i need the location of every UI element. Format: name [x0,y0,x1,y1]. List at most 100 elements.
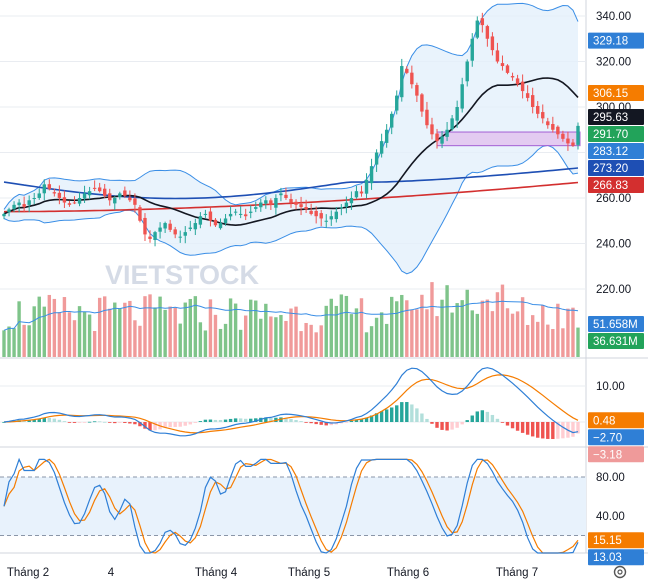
candle-body [274,198,278,208]
candle-body [153,232,157,241]
volume-bar [92,330,97,357]
volume-bar [249,299,253,357]
macd-histogram-bar [32,419,36,422]
candle-body [238,213,243,215]
volume-bar [22,324,26,357]
candle-body [143,217,147,235]
volume-bar [47,294,52,357]
macd-histogram-bar [576,422,580,434]
macd-histogram-bar [27,419,31,422]
price-tick-label: 240.00 [596,239,631,251]
candle-body [213,219,218,226]
macd-histogram-bar [299,421,303,422]
svg-text:15.15: 15.15 [593,535,622,547]
candle-body [2,213,6,217]
macd-pane [2,367,580,440]
settings-icon[interactable] [613,565,627,579]
svg-text:13.03: 13.03 [593,552,622,564]
volume-bar [515,311,520,357]
candle-body [87,191,92,196]
macd-histogram-bar [515,422,520,431]
bb-middle-tag: 306.15 [588,85,644,102]
volume-bar [37,296,41,357]
macd-histogram-bar [103,421,107,423]
candle-body [148,236,152,239]
x-tick-label: 4 [108,567,115,579]
volume-bar [344,295,349,357]
macd-histogram-bar [37,418,41,422]
candle-body [42,184,46,194]
macd-histogram-bar [173,422,177,427]
macd-histogram-bar [143,422,147,429]
stochastic-tick-label: 80.00 [596,472,625,484]
macd-histogram-bar [108,422,112,423]
volume-bar [158,296,162,357]
volume-bar [148,294,152,357]
candle-body [264,200,268,204]
candle-body [455,107,459,121]
macd-histogram-bar [405,402,409,422]
candle-body [77,198,82,204]
volume-bar [465,289,469,357]
candle-body [138,207,142,221]
macd-histogram-bar [113,422,117,424]
macd-histogram-bar [465,420,469,422]
macd-histogram-bar [314,422,318,425]
volume-bar [254,300,258,357]
volume-bar [208,299,213,357]
candle-body [299,204,303,208]
macd-histogram-bar [188,422,192,425]
macd-histogram-bar [445,422,449,431]
volume-bar [495,292,500,357]
macd-histogram-bar [455,422,459,428]
macd-histogram-bar [571,422,575,437]
candle-body [284,194,288,198]
volume-bar [329,298,333,357]
candle-body [92,187,97,189]
svg-text:273.20: 273.20 [593,163,628,175]
volume-bar [390,296,394,357]
candle-body [364,179,369,194]
volume-bar [218,328,223,357]
candle-body [515,78,520,85]
volume-bar [32,306,36,357]
volume-bar [561,328,565,357]
macd-histogram-bar [153,422,157,431]
macd-histogram-bar [460,422,464,425]
volume-bar [480,300,485,357]
candle-body [198,216,203,225]
volume-ma-line [3,300,579,331]
volume-bar [133,320,137,357]
price-tags: 329.18 306.15 295.63 291.70 283.12 273.20 266.… [588,32,644,566]
volume-bar [213,314,218,357]
volume-bar [571,307,575,357]
volume-bar [7,326,11,357]
macd-histogram-bar [123,422,127,423]
volume-bar [183,302,187,357]
macd-histogram-bar [128,422,132,424]
macd-histogram-bar [384,409,389,422]
price-tick-label: 340.00 [596,11,631,23]
volume-last-tag: 36.631M [588,333,644,349]
macd-histogram-bar [62,421,67,422]
macd-histogram-bar [395,405,399,422]
volume-bar [430,282,434,357]
candle-body [384,129,389,143]
volume-bar [198,322,203,357]
volume-bar [520,297,525,357]
y-axis: 220.00240.00260.00280.00300.00320.00340.… [596,11,631,523]
bb-lower-tag: 283.12 [588,142,644,159]
macd-histogram-bar [490,414,495,422]
macd-histogram-bar [294,420,298,422]
macd-histogram-bar [249,418,253,422]
macd-histogram-bar [390,407,394,422]
macd-histogram-bar [168,422,172,428]
volume-bar [17,301,21,357]
macd-histogram-bar [52,418,57,422]
volume-bar [294,306,298,357]
ma50-line [3,167,579,200]
macd-histogram-bar [198,421,203,422]
stochastic-pane [0,457,586,554]
macd-histogram-bar [364,417,369,422]
candle-body [445,129,449,137]
